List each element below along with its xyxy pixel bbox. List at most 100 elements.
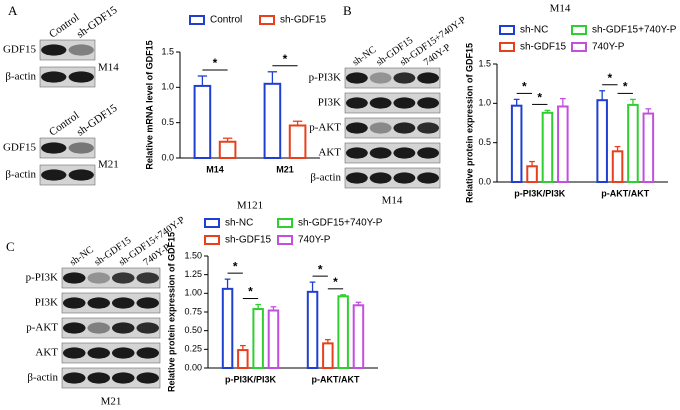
y-tick-label: 1.0 — [161, 82, 174, 92]
significance-label: * — [233, 259, 238, 273]
legend-swatch — [204, 218, 220, 228]
y-tick-label: 1.50 — [184, 250, 202, 260]
legend-label: sh-GDF15 — [280, 15, 327, 26]
band — [87, 372, 111, 384]
band — [87, 322, 111, 334]
bar — [322, 342, 334, 369]
blot-strip — [61, 292, 161, 314]
bar — [263, 82, 282, 159]
row-label: p-PI3K — [309, 72, 341, 84]
band — [111, 272, 135, 284]
band — [111, 372, 135, 384]
row-label: GDF15 — [3, 44, 37, 56]
x-tick-label: p-AKT/AKT — [312, 374, 360, 384]
cell-line-label: M14 — [98, 62, 119, 74]
significance-label: * — [537, 91, 542, 105]
blot-strip — [344, 142, 441, 164]
bar — [221, 287, 234, 369]
row-label: β-actin — [27, 372, 58, 384]
band — [68, 44, 94, 56]
panel-label: A — [8, 3, 18, 18]
lane-label: Control — [47, 109, 81, 138]
y-tick-label: 1.00 — [184, 288, 202, 298]
band — [62, 322, 86, 334]
band — [136, 347, 160, 359]
band — [62, 372, 86, 384]
band — [136, 322, 160, 334]
legend-label: sh-GDF15+740Y-P — [298, 218, 383, 229]
band — [345, 172, 368, 184]
blot-strip — [344, 167, 441, 189]
lane-label: sh-GDF15 — [75, 102, 120, 139]
y-tick-label: 0.00 — [184, 362, 202, 372]
bar — [557, 105, 569, 183]
band — [62, 297, 86, 309]
significance-label: * — [333, 275, 338, 289]
cell-line-label: M21 — [98, 159, 119, 171]
band — [345, 97, 368, 109]
legend-swatch — [204, 235, 220, 245]
bar — [237, 349, 249, 369]
significance-label: * — [522, 80, 527, 94]
chart-title: M14 — [550, 3, 571, 15]
y-axis-label: Relative protein expression of GDF15 — [464, 43, 474, 203]
band — [393, 122, 416, 134]
bar — [526, 165, 538, 183]
band — [136, 372, 160, 384]
band — [417, 172, 440, 184]
y-tick-label: 0.25 — [184, 344, 202, 354]
band — [393, 172, 416, 184]
band — [111, 297, 135, 309]
bar — [510, 104, 523, 183]
cell-line-label: M21 — [101, 396, 122, 408]
row-label: β-actin — [5, 169, 36, 181]
y-axis-label: Relative mRNA level of GDF15 — [144, 40, 154, 169]
lane-label: sh-GDF15 — [75, 4, 120, 41]
legend-swatch — [499, 25, 515, 35]
row-label: β-actin — [5, 71, 36, 83]
row-label: PI3K — [318, 97, 341, 109]
significance-label: * — [623, 80, 628, 94]
legend-label: sh-GDF15 — [520, 42, 567, 53]
y-axis-label: Relative protein expression of GDF15 — [166, 232, 176, 392]
legend-swatch — [259, 15, 275, 25]
bar — [541, 111, 554, 183]
lane-label: sh-NC — [68, 244, 96, 268]
chart-title: M121 — [237, 200, 263, 212]
bar — [252, 308, 264, 370]
blot-strip — [61, 367, 161, 389]
blot-strip — [344, 67, 441, 89]
bar — [306, 290, 319, 369]
band — [87, 347, 111, 359]
significance-label: * — [213, 56, 218, 70]
significance-label: * — [608, 71, 613, 85]
blot-strip — [344, 117, 441, 139]
significance-label: * — [283, 52, 288, 66]
band — [68, 169, 94, 181]
lane-label: sh-NC — [351, 44, 379, 68]
band — [68, 71, 94, 83]
bar — [218, 140, 237, 160]
y-tick-label: 0.0 — [161, 152, 174, 162]
row-label: AKT — [35, 347, 58, 359]
band — [417, 122, 440, 134]
x-tick-label: p-PI3K/PI3K — [514, 188, 566, 198]
band — [41, 169, 67, 181]
row-label: p-PI3K — [26, 272, 58, 284]
band — [87, 272, 111, 284]
blot-strip — [61, 342, 161, 364]
band — [369, 147, 392, 159]
band — [41, 142, 67, 154]
blot-strip — [344, 92, 441, 114]
row-label: p-AKT — [309, 122, 341, 134]
bar — [193, 84, 212, 159]
y-tick-label: 1.5 — [478, 58, 491, 68]
panel-label: C — [6, 239, 15, 254]
significance-label: * — [318, 262, 323, 276]
legend-label: sh-GDF15 — [225, 235, 272, 246]
band — [111, 322, 135, 334]
band — [62, 347, 86, 359]
lane-label: Control — [47, 11, 81, 40]
y-tick-label: 1.0 — [478, 98, 491, 108]
